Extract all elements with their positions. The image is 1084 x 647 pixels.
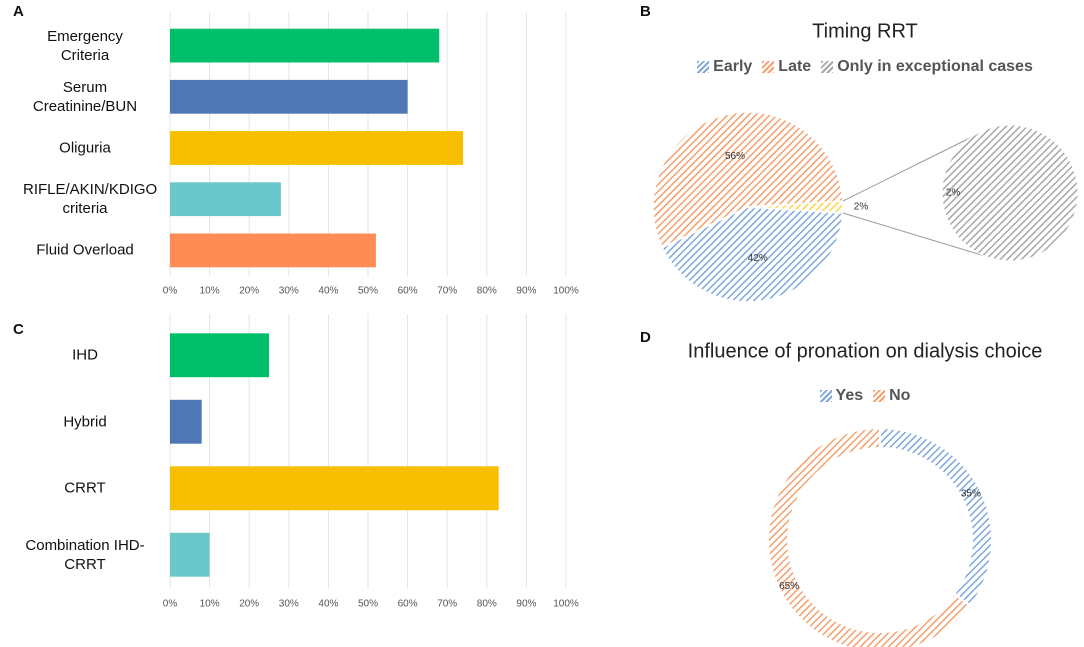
legend-swatch [819,390,832,402]
data-label: 42% [748,253,768,264]
x-tick-label: 60% [398,286,418,297]
pie-slice [661,206,844,303]
connector [842,212,989,258]
chart-title: Timing RRT [812,20,918,42]
bar [170,399,202,444]
legend-swatch [873,390,886,402]
data-label: 65% [779,581,799,592]
bar [170,131,464,165]
y-tick-label: Oliguria [59,139,111,157]
data-label: 56% [725,151,745,162]
legend-label: Late [778,58,812,75]
legend-item: Yes [819,387,864,405]
x-tick-label: 80% [477,286,497,297]
legend-swatch [762,61,775,73]
bar [170,333,269,378]
connector [842,128,989,202]
x-tick-label: 30% [279,286,299,297]
x-tick-label: 20% [239,599,259,610]
x-tick-label: 60% [398,599,418,610]
x-tick-label: 20% [239,286,259,297]
donut-slice [767,426,973,647]
x-tick-label: 30% [279,599,299,610]
x-tick-label: 90% [516,286,536,297]
x-tick-label: 40% [318,286,338,297]
x-tick-label: 0% [163,599,178,610]
legend-item: Early [697,58,752,76]
x-tick-label: 10% [200,599,220,610]
bar [170,466,499,511]
panel-label: B [640,3,651,20]
panel-label: A [13,3,24,20]
bar [170,532,210,577]
x-tick-label: 0% [163,286,178,297]
x-tick-label: 50% [358,286,378,297]
pie-slice [747,200,844,214]
legend-swatch [697,61,710,73]
y-tick-label: Serum Creatinine/BUN [32,78,138,115]
y-tick-label: CRRT [64,479,106,497]
secondary-slice [941,124,1079,262]
x-tick-label: 70% [437,599,457,610]
x-tick-label: 40% [318,599,338,610]
legend-label: Early [713,58,753,75]
x-tick-label: 100% [553,599,579,610]
x-tick-label: 70% [437,286,457,297]
legend-label: Yes [835,387,864,404]
x-tick-label: 100% [553,286,579,297]
legend: Yes No [650,387,1080,405]
panel-label: C [13,321,24,338]
chart-title: Influence of pronation on dialysis choic… [688,340,1043,362]
y-tick-label: Fluid Overload [36,241,134,259]
bar [170,28,440,63]
legend-label: Only in exceptional cases [837,58,1033,75]
y-tick-label: IHD [72,346,98,364]
donut-slice [879,426,993,608]
pie-slice [652,111,844,249]
data-label: 2% [854,202,869,213]
bar [170,79,408,114]
bar [170,233,376,268]
x-tick-label: 90% [516,599,536,610]
data-label: 2% [946,188,961,199]
x-tick-label: 50% [358,599,378,610]
legend-item: Late [762,58,811,76]
legend: Early Late Only in exceptional cases [650,58,1080,76]
y-tick-label: Emergency Criteria [47,27,123,64]
panel-label: D [640,329,651,346]
y-tick-label: RIFLE/AKIN/KDIGO criteria [23,181,158,218]
y-tick-label: Hybrid [63,413,107,431]
legend-item: No [873,387,910,405]
legend-item: Only in exceptional cases [821,58,1033,76]
legend-label: No [889,387,911,404]
y-tick-label: Combination IHD-CRRT [25,536,145,573]
data-label: 35% [961,488,981,499]
x-tick-label: 80% [477,599,497,610]
legend-swatch [821,61,834,73]
x-tick-label: 10% [200,286,220,297]
bar [170,182,281,217]
